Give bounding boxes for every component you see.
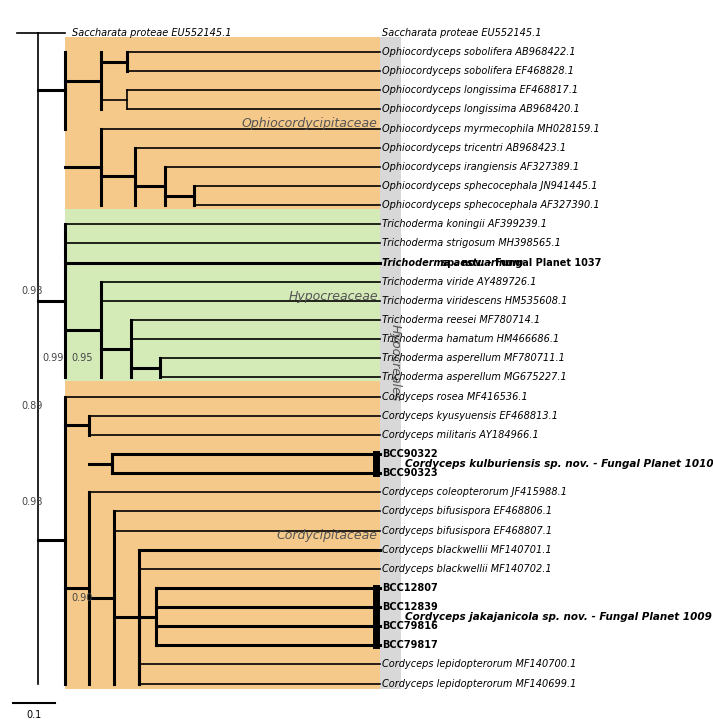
Bar [66, 209, 380, 383]
Text: Ophiocordyceps longissima AB968420.1: Ophiocordyceps longissima AB968420.1 [382, 104, 580, 115]
Bar [380, 37, 401, 689]
Text: Cordyceps blackwellii MF140701.1: Cordyceps blackwellii MF140701.1 [382, 544, 552, 555]
Text: Saccharata proteae EU552145.1: Saccharata proteae EU552145.1 [382, 28, 542, 38]
Text: BCC90322: BCC90322 [382, 449, 438, 459]
Text: Cordyceps rosea MF416536.1: Cordyceps rosea MF416536.1 [382, 392, 528, 402]
Text: Cordyceps bifusispora EF468806.1: Cordyceps bifusispora EF468806.1 [382, 506, 552, 516]
Text: Ophiocordycipitaceae: Ophiocordycipitaceae [242, 117, 378, 130]
Text: Ophiocordyceps tricentri AB968423.1: Ophiocordyceps tricentri AB968423.1 [382, 143, 566, 153]
Text: Saccharata proteae EU552145.1: Saccharata proteae EU552145.1 [72, 28, 231, 38]
Text: 0.90: 0.90 [72, 592, 93, 602]
Text: Trichoderma asperellum MG675227.1: Trichoderma asperellum MG675227.1 [382, 373, 567, 382]
Text: Ophiocordyceps sphecocephala AF327390.1: Ophiocordyceps sphecocephala AF327390.1 [382, 200, 600, 210]
Text: Trichoderma reesei MF780714.1: Trichoderma reesei MF780714.1 [382, 315, 540, 325]
Text: Ophiocordyceps longissima EF468817.1: Ophiocordyceps longissima EF468817.1 [382, 86, 578, 95]
Text: 0.99: 0.99 [42, 353, 63, 363]
Text: Trichoderma asperellum MF780711.1: Trichoderma asperellum MF780711.1 [382, 353, 565, 363]
Text: Cordycipitaceae: Cordycipitaceae [277, 529, 378, 542]
Text: 0.98: 0.98 [21, 497, 43, 507]
Bar [66, 37, 380, 211]
Text: Cordyceps coleopterorum JF415988.1: Cordyceps coleopterorum JF415988.1 [382, 487, 567, 497]
Text: Cordyceps bifusispora EF468807.1: Cordyceps bifusispora EF468807.1 [382, 526, 552, 536]
Text: BCC12807: BCC12807 [382, 583, 438, 593]
Text: Cordyceps jakajanicola sp. nov. - Fungal Planet 1009: Cordyceps jakajanicola sp. nov. - Fungal… [405, 612, 712, 621]
Text: 0.1: 0.1 [26, 710, 41, 721]
Text: Hypocreaceae: Hypocreaceae [288, 289, 378, 302]
Text: Ophiocordyceps myrmecophila MH028159.1: Ophiocordyceps myrmecophila MH028159.1 [382, 123, 600, 133]
Text: Cordyceps militaris AY184966.1: Cordyceps militaris AY184966.1 [382, 430, 539, 440]
Text: Ophiocordyceps sobolifera EF468828.1: Ophiocordyceps sobolifera EF468828.1 [382, 66, 574, 76]
Text: Ophiocordyceps sphecocephala JN941445.1: Ophiocordyceps sphecocephala JN941445.1 [382, 181, 597, 191]
Text: Ophiocordyceps irangiensis AF327389.1: Ophiocordyceps irangiensis AF327389.1 [382, 162, 579, 172]
Text: Hypocreales: Hypocreales [388, 324, 401, 402]
Text: BCC90323: BCC90323 [382, 468, 438, 478]
Text: sp. nov. - Fungal Planet 1037: sp. nov. - Fungal Planet 1037 [438, 257, 601, 268]
Text: 0.89: 0.89 [21, 401, 43, 411]
Text: 0.95: 0.95 [72, 353, 93, 363]
Text: 0.98: 0.98 [21, 286, 43, 297]
Text: Cordyceps lepidopterorum MF140700.1: Cordyceps lepidopterorum MF140700.1 [382, 660, 576, 669]
Text: Trichoderma viridescens HM535608.1: Trichoderma viridescens HM535608.1 [382, 296, 568, 306]
Bar [66, 381, 380, 689]
Text: Trichoderma koningii AF399239.1: Trichoderma koningii AF399239.1 [382, 219, 547, 229]
Text: Cordyceps lepidopterorum MF140699.1: Cordyceps lepidopterorum MF140699.1 [382, 679, 576, 689]
Text: Cordyceps blackwellii MF140702.1: Cordyceps blackwellii MF140702.1 [382, 564, 552, 573]
Text: Trichoderma hamatum HM466686.1: Trichoderma hamatum HM466686.1 [382, 334, 559, 344]
Text: Ophiocordyceps sobolifera AB968422.1: Ophiocordyceps sobolifera AB968422.1 [382, 47, 575, 57]
Text: Trichoderma aestuarinum: Trichoderma aestuarinum [382, 257, 523, 268]
Text: Trichoderma strigosum MH398565.1: Trichoderma strigosum MH398565.1 [382, 239, 561, 249]
Text: BCC12839: BCC12839 [382, 602, 438, 612]
Text: Trichoderma viride AY489726.1: Trichoderma viride AY489726.1 [382, 277, 537, 286]
Text: Cordyceps kulburiensis sp. nov. - Fungal Planet 1010: Cordyceps kulburiensis sp. nov. - Fungal… [405, 458, 713, 468]
Text: BCC79816: BCC79816 [382, 621, 438, 631]
Text: BCC79817: BCC79817 [382, 640, 438, 650]
Text: Cordyceps kyusyuensis EF468813.1: Cordyceps kyusyuensis EF468813.1 [382, 410, 558, 420]
